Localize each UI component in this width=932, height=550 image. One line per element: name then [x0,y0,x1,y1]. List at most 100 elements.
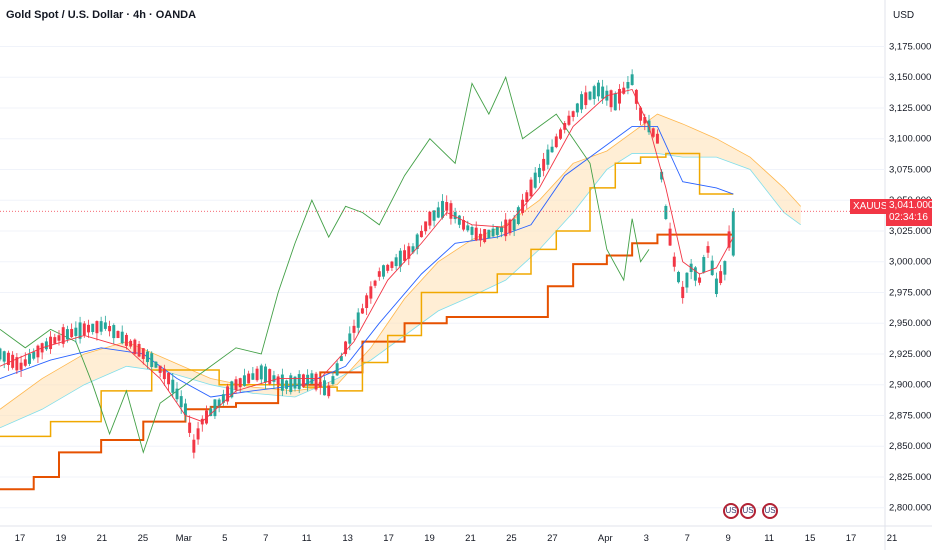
candle-body [108,326,112,332]
lagging-span-line [0,75,650,454]
x-tick-label: 7 [263,533,268,544]
candle-body [301,374,305,387]
candle-body [32,351,36,359]
last-price: 3,041.000 [889,200,932,211]
candle-body [70,328,74,338]
candle-body [78,322,82,339]
candle-body [567,115,571,125]
last-price-box: 3,041.000 02:34:16 [886,199,932,226]
candle-body [11,354,15,368]
candle-body [592,86,596,99]
candle-body [356,312,360,328]
candle-body [6,352,10,365]
candle-body [525,192,529,202]
candle-body [242,375,246,386]
candle-body [639,107,643,121]
candle-body [626,82,630,89]
ichimoku-cloud [0,114,801,428]
candle-body [613,93,617,111]
candle-body [719,271,723,284]
candle-body [483,229,487,243]
x-tick-label: 11 [302,533,312,544]
x-tick-label: 7 [685,533,690,544]
candle-body [175,388,179,400]
candle-body [710,260,714,276]
y-tick-label: 2,800.000 [889,503,931,514]
candle-body [87,324,90,333]
candle-body [61,327,65,344]
candle-body [466,225,470,231]
candle-body [394,257,398,267]
candle-body [255,368,259,381]
candle-body [36,345,40,358]
candle-body [554,136,558,148]
y-tick-label: 3,075.000 [889,164,931,175]
candle-body [398,250,402,267]
candle-body [373,280,377,286]
chart-title: Gold Spot / U.S. Dollar · 4h · OANDA [6,9,197,21]
candle-body [124,334,128,346]
x-tick-label: 5 [222,533,227,544]
y-tick-label: 3,000.000 [889,257,931,268]
candle-body [188,422,192,433]
candle-body [424,221,428,232]
x-tick-label: 11 [764,533,774,544]
y-tick-label: 3,125.000 [889,103,931,114]
candle-body [120,331,124,344]
candle-body [339,356,343,362]
candle-body [365,295,369,309]
candle-body [171,379,175,393]
candle-body [411,246,415,253]
candle-body [415,234,419,249]
candle-body [441,201,444,218]
candle-body [436,207,440,218]
candle-body [546,149,550,165]
us-flag-icon[interactable]: US [740,503,756,519]
y-tick-label: 2,875.000 [889,410,931,421]
currency-label[interactable]: USD [893,10,915,21]
candle-body [630,74,634,86]
candle-body [259,365,263,380]
x-tick-label: 19 [56,533,67,544]
candle-body [331,376,335,385]
candle-body [542,158,546,171]
candle-body [508,219,512,234]
bar-countdown: 02:34:16 [889,212,928,223]
candle-body [192,439,196,453]
candle-body [293,376,297,389]
candle-body [344,341,348,355]
candle-body [474,227,478,241]
us-flag-icon[interactable]: US [723,503,739,519]
senkou-span-b [0,153,801,429]
candle-body [453,212,457,220]
candle-body [264,366,267,383]
x-tick-label: 19 [424,533,435,544]
candle-body [44,341,48,350]
candle-body [335,363,339,376]
x-tick-label: 13 [342,533,353,544]
candle-body [276,376,280,385]
candle-body [2,351,6,362]
candle-body [706,246,710,253]
candle-body [533,172,537,188]
candle-body [268,369,272,384]
us-flag-icon[interactable]: US [762,503,778,519]
candle-body [289,375,293,393]
candle-body [226,386,230,402]
x-tick-label: Mar [176,533,192,544]
candle-body [247,373,251,384]
candle-body [478,233,482,241]
candle-body [65,329,69,340]
symbol-badge: XAUUSD [850,199,898,214]
y-tick-label: 2,825.000 [889,472,931,483]
candle-body [470,227,474,235]
candle-body [550,146,554,153]
x-tick-label: 21 [97,533,108,544]
candle-body [221,394,225,403]
candle-body [462,220,466,230]
candle-body [731,211,735,256]
candle-body [129,340,133,347]
candle-body [672,256,676,267]
candle-body [529,179,533,197]
